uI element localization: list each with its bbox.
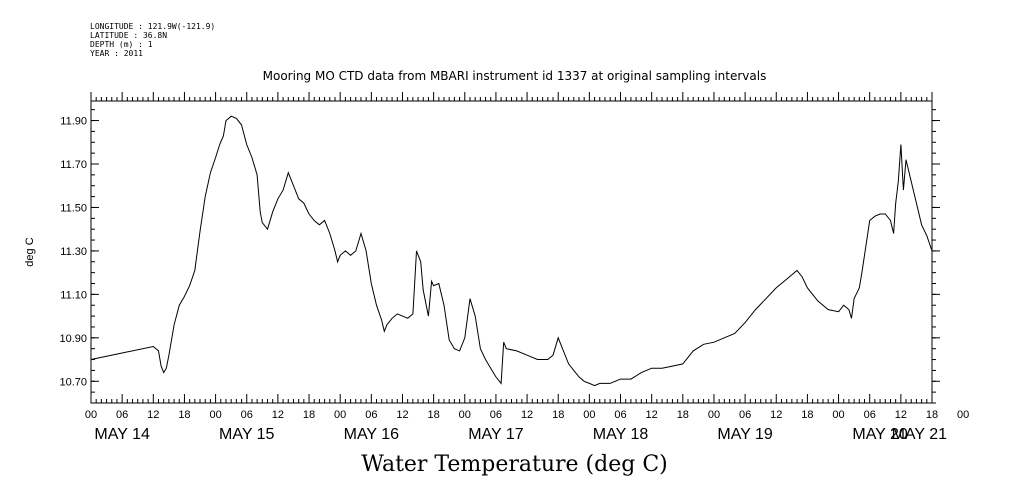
x-tick-label: 00 [334, 409, 346, 421]
x-tick-label: 06 [490, 409, 502, 421]
x-tick-label: 06 [614, 409, 626, 421]
x-tick-label: 00 [832, 409, 844, 421]
x-day-label: MAY 21 [892, 426, 948, 443]
x-tick-label: 18 [178, 409, 190, 421]
latitude-label: LATITUDE : 36.8N [90, 31, 168, 40]
x-tick-label: 12 [147, 409, 159, 421]
metadata-block: LONGITUDE : 121.9W(-121.9) LATITUDE : 36… [90, 22, 215, 58]
y-tick-label: 10.70 [59, 376, 87, 388]
x-day-label: MAY 16 [344, 426, 400, 443]
x-tick-label: 06 [365, 409, 377, 421]
variable-title: Water Temperature (deg C) [361, 452, 668, 477]
x-tick-label: 06 [241, 409, 253, 421]
series-line-water-temperature [90, 115, 933, 387]
y-tick-label: 11.30 [60, 246, 87, 258]
x-axis: 00 06 12 18 00 06 12 18 00 06 12 18 00 06 12 18 00 06 12 18… [85, 92, 969, 443]
year-label: YEAR : 2011 [90, 49, 143, 58]
x-tick-label: 18 [926, 409, 938, 421]
x-tick-label: 12 [396, 409, 408, 421]
x-tick-label: 00 [459, 409, 471, 421]
x-tick-label: 06 [864, 409, 876, 421]
x-day-label: MAY 18 [593, 426, 649, 443]
x-day-label: MAY 15 [219, 426, 275, 443]
longitude-label: LONGITUDE : 121.9W(-121.9) [90, 22, 216, 31]
plot-frame [90, 100, 933, 404]
x-day-label: MAY 14 [94, 426, 150, 443]
y-tick-label: 11.90 [60, 116, 87, 128]
depth-label: DEPTH (m) : 1 [90, 40, 153, 49]
x-tick-label: 12 [272, 409, 284, 421]
x-tick-label: 00 [209, 409, 221, 421]
x-tick-label: 00 [85, 409, 97, 421]
x-tick-label: 18 [801, 409, 813, 421]
x-tick-label: 12 [646, 409, 658, 421]
y-tick-label: 11.10 [60, 289, 87, 301]
x-day-label: MAY 19 [717, 426, 773, 443]
x-tick-label: 12 [770, 409, 782, 421]
chart-title: Mooring MO CTD data from MBARI instrumen… [262, 69, 767, 83]
x-tick-label: 12 [895, 409, 907, 421]
x-tick-label: 18 [552, 409, 564, 421]
x-tick-label: 06 [739, 409, 751, 421]
y-tick-label: 10.90 [59, 333, 87, 345]
y-tick-label: 11.50 [60, 202, 87, 214]
y-axis-label: deg C [24, 237, 36, 266]
x-tick-label: 18 [677, 409, 689, 421]
x-tick-label: 18 [303, 409, 315, 421]
x-tick-label: 00 [583, 409, 595, 421]
y-tick-label: 11.70 [60, 159, 87, 171]
x-tick-label: 00 [957, 409, 969, 421]
x-tick-label: 12 [521, 409, 533, 421]
x-tick-label: 06 [116, 409, 128, 421]
y-axis: 10.70 10.90 11.10 11.30 11.50 11.70 11.90 [59, 109, 940, 404]
x-tick-label: 00 [708, 409, 720, 421]
x-day-label: MAY 20 [852, 426, 908, 443]
x-day-label: MAY 17 [468, 426, 524, 443]
x-tick-label: 18 [428, 409, 440, 421]
